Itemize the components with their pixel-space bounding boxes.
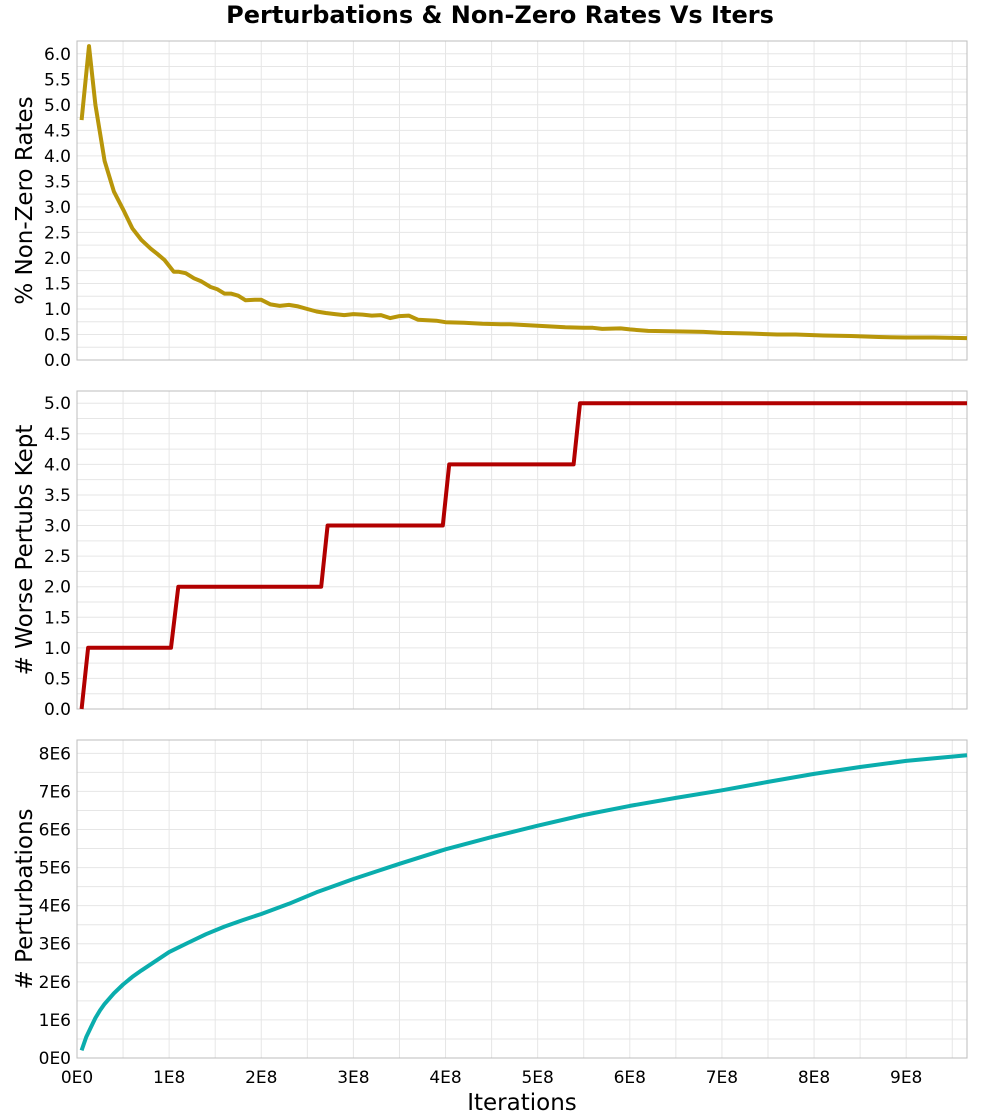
x-tick-label: 3E8 xyxy=(337,1068,369,1088)
y-tick-label: 4.5 xyxy=(44,425,71,445)
y-tick-label: 7E6 xyxy=(39,782,71,802)
y-tick-label: 6E6 xyxy=(39,820,71,840)
x-axis-label: Iterations xyxy=(467,1090,577,1116)
y-tick-label: 3.5 xyxy=(44,172,71,192)
y-tick-label: 1.0 xyxy=(44,639,71,659)
y-tick-label: 1.5 xyxy=(44,274,71,294)
y-tick-label: 5.0 xyxy=(44,96,71,116)
plot-frame xyxy=(76,739,968,1059)
series-line-nonzero-rates xyxy=(79,44,968,341)
y-tick-label: 6.0 xyxy=(44,45,71,65)
y-tick-label: 5.5 xyxy=(44,70,71,90)
y-tick-label: 4E6 xyxy=(39,897,71,917)
x-tick-label: 8E8 xyxy=(798,1068,830,1088)
y-tick-label: 5.0 xyxy=(44,394,71,414)
series-line-worse-pertubs-kept xyxy=(79,401,967,710)
x-tick-label: 5E8 xyxy=(521,1068,553,1088)
y-axis-label: # Perturbations xyxy=(12,808,38,989)
y-tick-label: 2.0 xyxy=(44,249,71,269)
x-tick-label: 1E8 xyxy=(153,1068,185,1088)
x-tick-label: 2E8 xyxy=(245,1068,277,1088)
y-tick-label: 1E6 xyxy=(39,1011,71,1031)
y-tick-label: 2E6 xyxy=(39,973,71,993)
x-tick-label: 6E8 xyxy=(614,1068,646,1088)
y-tick-label: 4.5 xyxy=(44,121,71,141)
x-tick-label: 9E8 xyxy=(890,1068,922,1088)
panel-perturbations: 0E0 1E6 2E6 3E6 4E6 5E6 6E6 7E6 8E6 0E0 1E8 2E8 3E8… xyxy=(12,739,968,1088)
y-tick-label: 4.0 xyxy=(44,147,71,167)
x-tick-label: 7E8 xyxy=(706,1068,738,1088)
y-tick-label: 0.5 xyxy=(44,669,71,689)
y-tick-label: 2.0 xyxy=(44,578,71,598)
panel-nonzero-rates: 0.00.51.01.52.02.53.03.54.04.55.05.56.0 … xyxy=(12,40,968,371)
y-axis-label: % Non-Zero Rates xyxy=(12,96,38,304)
y-tick-label: 0E0 xyxy=(39,1049,71,1069)
y-tick-label: 1.5 xyxy=(44,608,71,628)
y-tick-label: 2.5 xyxy=(44,547,71,567)
y-tick-label: 2.5 xyxy=(44,223,71,243)
plot-frame xyxy=(76,390,968,710)
y-tick-label: 1.0 xyxy=(44,300,71,320)
y-tick-label: 3E6 xyxy=(39,935,71,955)
chart-title: Perturbations & Non-Zero Rates Vs Iters xyxy=(226,1,774,29)
x-tick-label: 4E8 xyxy=(429,1068,461,1088)
panel-worse-pertubs-kept: 0.0 0.5 1.0 1.5 2.0 2.5 3.0 3.5 4.0 4.5 5.0 # Wors… xyxy=(12,390,968,720)
y-tick-label: 0.0 xyxy=(44,700,71,720)
y-tick-label: 3.0 xyxy=(44,517,71,537)
plot-frame xyxy=(76,40,968,361)
y-tick-label: 8E6 xyxy=(39,744,71,764)
y-axis-label: # Worse Pertubs Kept xyxy=(12,425,38,676)
y-tick-label: 3.0 xyxy=(44,198,71,218)
x-tick-label: 0E0 xyxy=(61,1068,93,1088)
y-tick-label: 5E6 xyxy=(39,859,71,879)
y-tick-label: 4.0 xyxy=(44,455,71,475)
y-tick-label: 3.5 xyxy=(44,486,71,506)
y-tick-label: 0.0 xyxy=(44,351,71,371)
series-line-perturbations xyxy=(79,753,968,1052)
y-tick-label: 0.5 xyxy=(44,325,71,345)
